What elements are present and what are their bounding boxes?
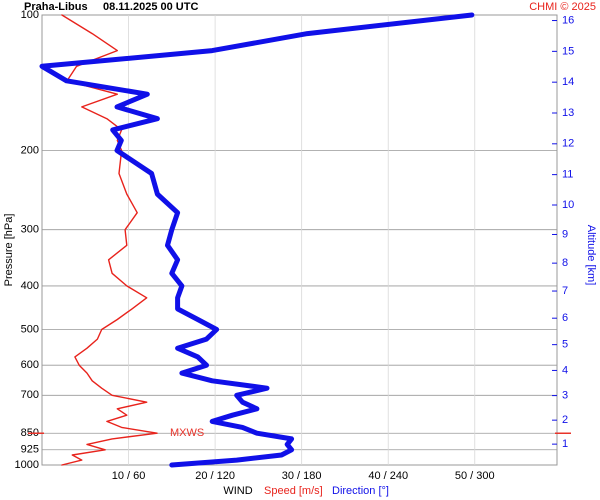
x-tick-label: 20 / 120 [195,470,235,482]
y2-tick-label: 8 [562,257,568,269]
y2-tick-label: 7 [562,285,568,297]
y2-tick-label: 5 [562,339,568,351]
y2-axis-label: Altitude [km] [585,225,597,286]
mxws-label: MXWS [170,427,204,439]
y2-tick-label: 11 [562,169,573,181]
y2-tick-label: 2 [562,414,568,426]
y-tick-label: 200 [21,144,39,156]
y-tick-label: 600 [21,359,39,371]
y2-tick-label: 3 [562,390,568,402]
direction-label: Direction [°] [332,485,389,497]
x-tick-label: 40 / 240 [368,470,408,482]
y2-tick-label: 9 [562,228,568,240]
y-axis-label: Pressure [hPa] [3,214,15,287]
y2-tick-label: 13 [562,107,574,119]
y2-tick-label: 15 [562,45,574,57]
y2-tick-label: 12 [562,138,574,150]
y2-tick-label: 4 [562,364,568,376]
y-tick-label: 400 [21,280,39,292]
y-tick-label: 700 [21,389,39,401]
speed-label: Speed [m/s] [264,485,323,497]
y2-tick-label: 16 [562,14,574,26]
chart-subtitle: 08.11.2025 00 UTC [103,1,198,13]
y-tick-label: 300 [21,224,39,236]
y2-tick-label: 6 [562,312,568,324]
y-tick-label: 1000 [15,459,39,471]
y-tick-label: 500 [21,323,39,335]
y-tick-label: 100 [21,9,39,21]
y2-tick-label: 14 [562,76,574,88]
x-tick-label: 50 / 300 [455,470,495,482]
direction-line [39,12,475,468]
x-tick-label: 30 / 180 [282,470,322,482]
y-tick-label: 925 [21,444,39,456]
chart-title: Praha-Libus [24,1,88,13]
x-tick-label: 10 / 60 [112,470,146,482]
plot-frame [41,14,558,466]
credit: CHMI © 2025 [529,1,596,13]
y2-tick-label: 1 [562,438,568,450]
x-axis-label: WIND [223,485,252,497]
y2-tick-label: 10 [562,199,574,211]
speed-line [61,14,158,466]
